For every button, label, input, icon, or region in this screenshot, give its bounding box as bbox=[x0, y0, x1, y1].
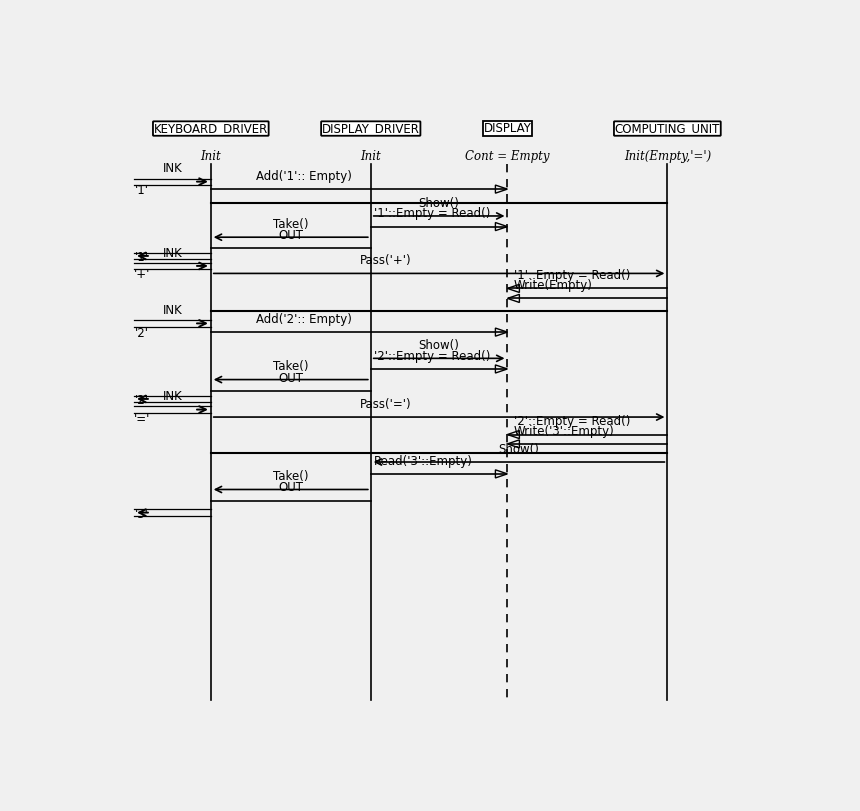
Text: OUT: OUT bbox=[279, 482, 304, 495]
Text: KEYBOARD_DRIVER: KEYBOARD_DRIVER bbox=[154, 122, 268, 135]
Text: Init(Empty,'='): Init(Empty,'=') bbox=[624, 150, 711, 163]
Text: Write('3'::Empty): Write('3'::Empty) bbox=[514, 425, 615, 438]
Text: '1'::Empty = Read(): '1'::Empty = Read() bbox=[374, 208, 490, 221]
Text: COMPUTING_UNIT: COMPUTING_UNIT bbox=[615, 122, 720, 135]
Text: Read('3'::Empty): Read('3'::Empty) bbox=[374, 455, 473, 468]
Text: '1': '1' bbox=[135, 251, 149, 264]
Text: INK: INK bbox=[163, 247, 182, 260]
Text: '2'::Empty = Read(): '2'::Empty = Read() bbox=[374, 350, 490, 363]
Text: Pass('+'): Pass('+') bbox=[360, 254, 412, 267]
Text: Pass('='): Pass('=') bbox=[360, 398, 412, 411]
Text: Write(Empty): Write(Empty) bbox=[514, 279, 593, 292]
Text: '=': '=' bbox=[134, 412, 150, 425]
Text: '2': '2' bbox=[135, 327, 149, 340]
Text: Init: Init bbox=[360, 150, 381, 163]
Text: DISPLAY_DRIVER: DISPLAY_DRIVER bbox=[322, 122, 420, 135]
Text: Show(): Show() bbox=[499, 443, 539, 456]
Text: Init: Init bbox=[200, 150, 221, 163]
Text: Add('1':: Empty): Add('1':: Empty) bbox=[256, 169, 352, 182]
Text: Show(): Show() bbox=[419, 197, 459, 210]
Text: Take(): Take() bbox=[273, 360, 309, 373]
Text: Show(): Show() bbox=[419, 339, 459, 352]
Text: OUT: OUT bbox=[279, 371, 304, 384]
Text: '1': '1' bbox=[135, 184, 149, 197]
Text: Add('2':: Empty): Add('2':: Empty) bbox=[256, 313, 352, 326]
Text: OUT: OUT bbox=[279, 229, 304, 242]
Text: '+': '+' bbox=[134, 268, 150, 281]
Text: INK: INK bbox=[163, 162, 182, 175]
Text: INK: INK bbox=[163, 390, 182, 403]
Text: Take(): Take() bbox=[273, 470, 309, 483]
Text: '1'::Empty = Read(): '1'::Empty = Read() bbox=[514, 269, 630, 282]
Text: '2': '2' bbox=[135, 394, 149, 407]
Text: INK: INK bbox=[163, 304, 182, 317]
Text: Take(): Take() bbox=[273, 218, 309, 231]
Text: '3': '3' bbox=[135, 508, 149, 521]
Text: '2'::Empty = Read(): '2'::Empty = Read() bbox=[514, 415, 630, 428]
Text: DISPLAY: DISPLAY bbox=[483, 122, 531, 135]
Text: Cont = Empty: Cont = Empty bbox=[465, 150, 550, 163]
